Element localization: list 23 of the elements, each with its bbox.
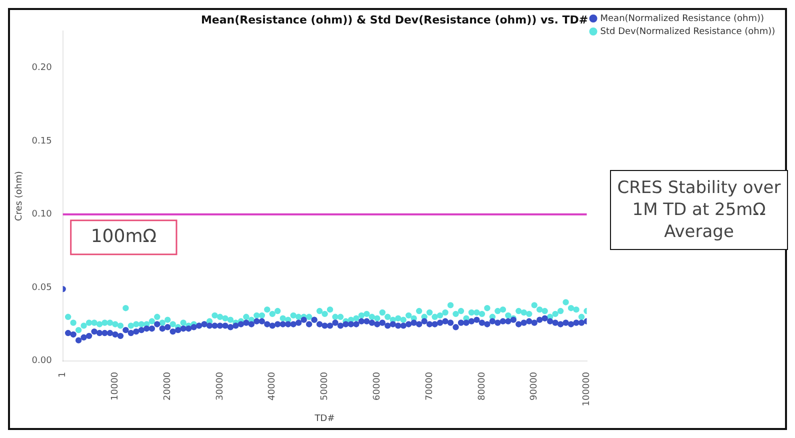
x-tick-label: 60000: [372, 372, 383, 400]
x-tick-label: 80000: [477, 372, 488, 400]
legend-label: Mean(Normalized Resistance (ohm)): [600, 14, 764, 24]
y-tick-label: 0.10: [32, 210, 52, 220]
text: CRES Stability over 1M TD at 25mΩ Average: [610, 170, 788, 250]
x-tick-label: 1: [58, 372, 68, 378]
chart-title: Mean(Resistance (ohm)) & Std Dev(Resistance (ohm)) vs. TD#: [200, 13, 588, 26]
y-tick-label: 0.05: [32, 282, 52, 293]
x-tick-label: 70000: [424, 372, 435, 400]
x-tick-label: 30000: [215, 372, 226, 400]
x-tick-label: 40000: [268, 372, 278, 400]
legend-label: Std Dev(Normalized Resistance (ohm)): [600, 26, 776, 37]
y-tick-label: 0.00: [32, 356, 52, 366]
x-tick-label: 100000: [582, 372, 592, 406]
y-tick-label: 0.20: [32, 63, 52, 74]
ref-line-label: 100mΩ: [90, 226, 157, 248]
x-tick-label: 50000: [320, 372, 330, 400]
x-tick-label: 20000: [162, 372, 173, 400]
x-axis-title: TD#: [314, 414, 335, 424]
x-tick-label: 90000: [530, 372, 540, 400]
y-axis-title: Cres (ohm): [14, 171, 25, 221]
x-tick-label: 10000: [110, 372, 121, 400]
y-tick-label: 0.15: [32, 136, 52, 146]
